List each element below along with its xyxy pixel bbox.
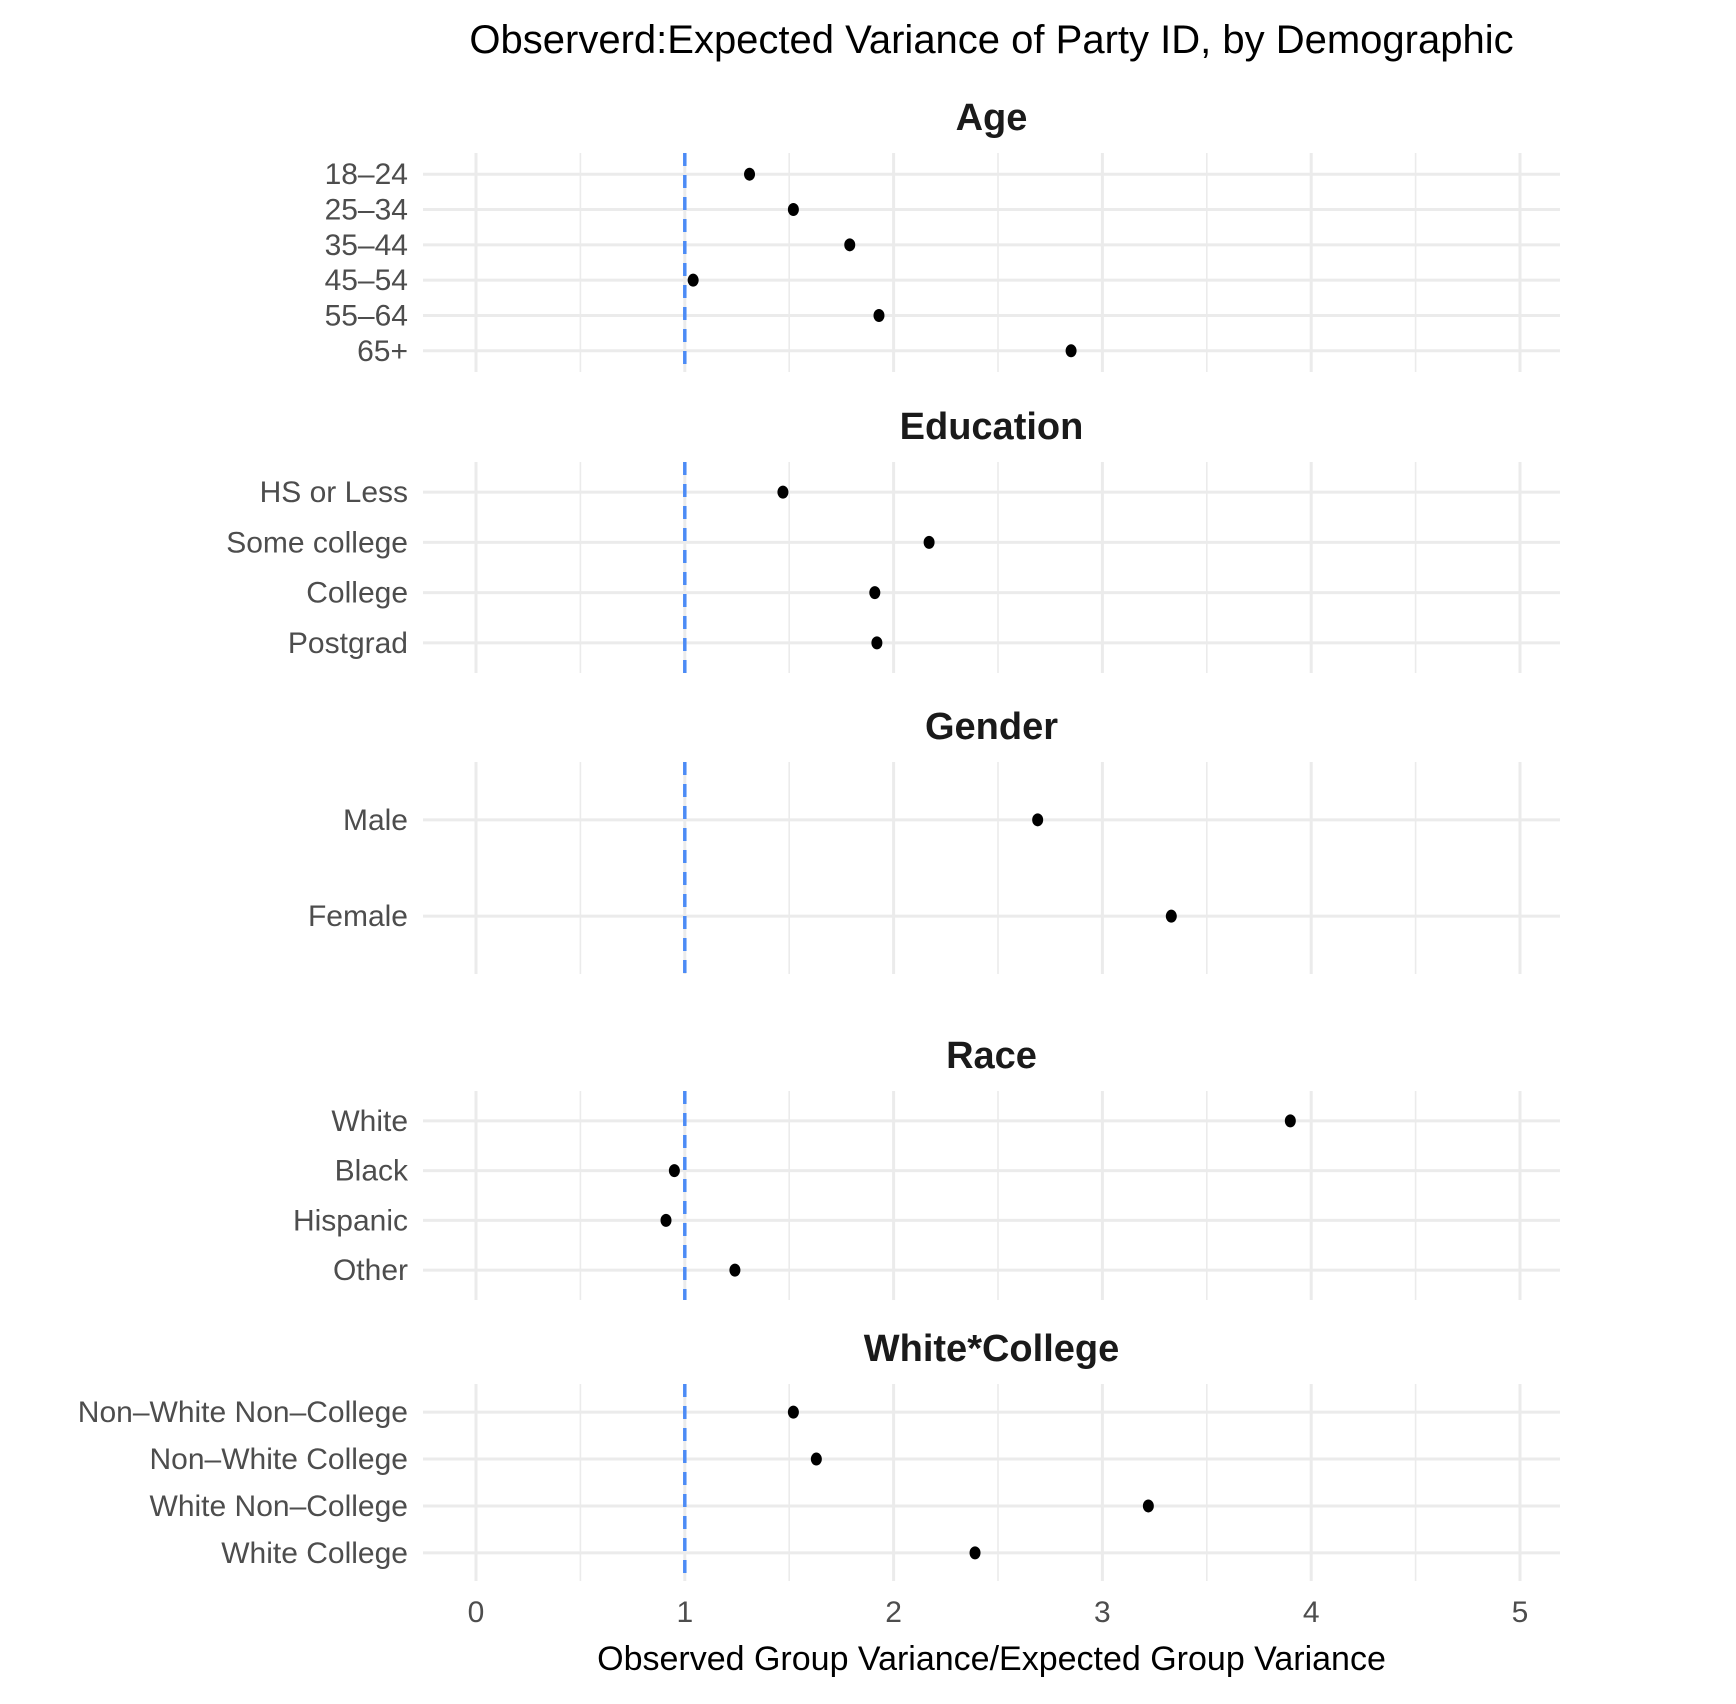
data-point bbox=[1165, 909, 1177, 923]
y-axis-label: Some college bbox=[226, 526, 408, 559]
x-tick-label: 1 bbox=[676, 1596, 693, 1629]
data-point bbox=[660, 1213, 672, 1227]
x-tick-label: 3 bbox=[1094, 1596, 1111, 1629]
y-axis-label: Female bbox=[308, 900, 408, 933]
x-tick-label: 0 bbox=[468, 1596, 485, 1629]
y-axis-label: 35–44 bbox=[325, 229, 408, 262]
plot-title: Observerd:Expected Variance of Party ID,… bbox=[469, 18, 1514, 62]
data-point bbox=[1142, 1499, 1154, 1513]
data-point bbox=[1065, 344, 1077, 358]
y-axis-label: Non–White College bbox=[150, 1443, 408, 1476]
y-axis-label: White College bbox=[221, 1537, 408, 1570]
y-axis-label: Black bbox=[335, 1155, 409, 1188]
y-axis-label: 55–64 bbox=[325, 299, 408, 332]
data-point bbox=[668, 1164, 680, 1178]
y-axis-label: 25–34 bbox=[325, 194, 408, 227]
x-tick-label: 2 bbox=[885, 1596, 902, 1629]
data-point bbox=[810, 1452, 822, 1466]
data-point bbox=[871, 636, 883, 650]
y-axis-label: 18–24 bbox=[325, 158, 408, 191]
y-axis-label: Male bbox=[343, 804, 408, 837]
data-point bbox=[687, 273, 699, 287]
y-axis-label: Hispanic bbox=[293, 1204, 408, 1237]
y-axis-label: 65+ bbox=[357, 335, 408, 368]
y-axis-label: Non–White Non–College bbox=[78, 1396, 408, 1429]
data-point bbox=[969, 1546, 981, 1560]
data-point bbox=[744, 167, 756, 181]
data-point bbox=[787, 203, 799, 217]
data-point bbox=[1284, 1114, 1296, 1128]
y-axis-label: Other bbox=[333, 1254, 408, 1287]
y-axis-label: 45–54 bbox=[325, 264, 408, 297]
data-point bbox=[869, 586, 881, 600]
facet-title: Gender bbox=[925, 706, 1058, 748]
data-point bbox=[1032, 813, 1044, 827]
data-point bbox=[873, 308, 885, 322]
data-point bbox=[777, 485, 789, 499]
x-tick-label: 5 bbox=[1512, 1596, 1529, 1629]
y-axis-label: Postgrad bbox=[288, 627, 408, 660]
data-point bbox=[729, 1263, 741, 1277]
y-axis-label: White bbox=[331, 1105, 408, 1138]
data-point bbox=[844, 238, 856, 252]
y-axis-label: White Non–College bbox=[150, 1490, 408, 1523]
facet-title: Education bbox=[900, 406, 1084, 448]
data-point bbox=[923, 535, 935, 549]
facet-title: Race bbox=[946, 1035, 1037, 1077]
facet-title: White*College bbox=[864, 1328, 1119, 1370]
data-point bbox=[787, 1405, 799, 1419]
x-tick-label: 4 bbox=[1303, 1596, 1320, 1629]
facet-title: Age bbox=[956, 97, 1028, 139]
y-axis-label: HS or Less bbox=[260, 476, 408, 509]
x-axis-title: Observed Group Variance/Expected Group V… bbox=[597, 1640, 1386, 1678]
y-axis-label: College bbox=[306, 577, 408, 610]
